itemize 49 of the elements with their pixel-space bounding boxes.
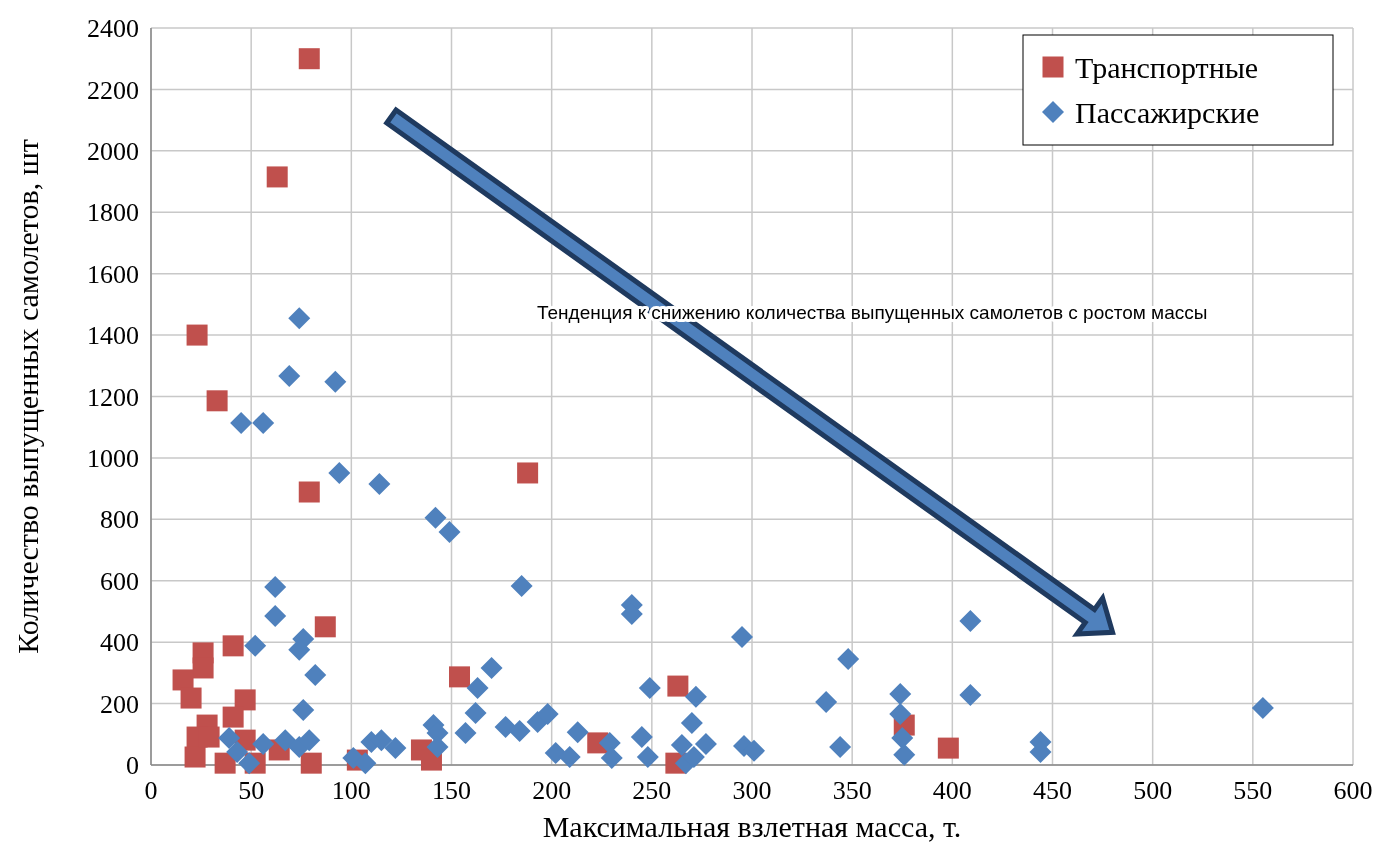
x-tick-label: 100 (331, 776, 371, 805)
point (298, 481, 320, 503)
x-tick-label: 50 (238, 776, 265, 805)
point (184, 746, 206, 768)
point (214, 752, 236, 774)
y-axis-title: Количество выпущенных самолетов, шт (11, 139, 44, 654)
point (937, 737, 959, 759)
y-tick-label: 1600 (87, 259, 139, 289)
legend-label: Пассажирские (1075, 95, 1260, 129)
y-tick-label: 0 (126, 751, 139, 781)
y-tick-label: 1400 (87, 321, 139, 351)
y-tick-label: 2200 (87, 75, 139, 105)
point (180, 687, 202, 709)
x-axis-title: Максимальная взлетная масса, т. (542, 810, 962, 843)
y-tick-label: 2000 (87, 136, 139, 166)
y-tick-label: 2400 (87, 14, 139, 44)
x-tick-label: 400 (932, 776, 972, 805)
y-tick-label: 1200 (87, 382, 139, 412)
point (192, 657, 214, 679)
point (222, 706, 244, 728)
point (449, 666, 471, 688)
point (206, 390, 228, 412)
point (186, 324, 208, 346)
x-tick-label: 450 (1033, 776, 1072, 805)
point (234, 689, 256, 711)
y-tick-label: 200 (100, 689, 139, 719)
point (300, 752, 322, 774)
legend-label: Транспортные (1075, 50, 1259, 84)
x-tick-label: 200 (532, 776, 572, 805)
y-tick-label: 1800 (87, 198, 139, 228)
y-tick-label: 800 (100, 505, 139, 535)
point (222, 635, 244, 657)
x-tick-label: 250 (632, 776, 672, 805)
x-tick-label: 500 (1133, 776, 1173, 805)
x-tick-label: 300 (732, 776, 772, 805)
point (517, 462, 539, 484)
y-tick-label: 600 (100, 566, 139, 596)
point (314, 616, 336, 638)
x-tick-label: 150 (432, 776, 471, 805)
x-tick-label: 550 (1233, 776, 1273, 805)
y-tick-label: 400 (100, 628, 139, 658)
point (266, 166, 288, 188)
point (172, 669, 194, 691)
x-tick-label: 0 (144, 776, 158, 805)
y-tick-label: 1000 (87, 444, 139, 474)
x-tick-label: 600 (1333, 776, 1373, 805)
point (298, 48, 320, 70)
x-tick-label: 350 (832, 776, 872, 805)
point (667, 675, 689, 697)
